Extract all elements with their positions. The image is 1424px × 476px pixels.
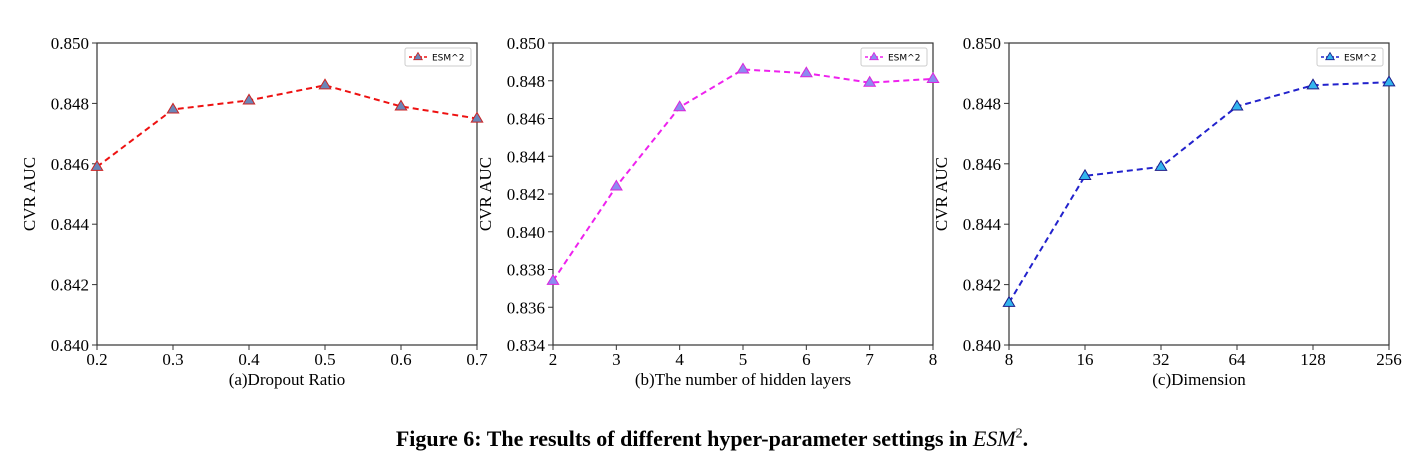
y-axis-label: CVR AUC xyxy=(476,157,495,231)
data-point-marker xyxy=(318,78,332,90)
plot-frame xyxy=(96,42,478,346)
y-tick-label: 0.850 xyxy=(963,34,1001,53)
data-point-marker xyxy=(90,159,104,171)
legend-box xyxy=(1316,47,1384,67)
y-tick-label: 0.840 xyxy=(963,336,1001,355)
data-point-marker xyxy=(609,179,623,191)
caption-superscript: 2 xyxy=(1015,426,1023,442)
data-point-marker xyxy=(1002,295,1016,307)
data-point-marker xyxy=(736,62,750,74)
data-point-marker xyxy=(1154,159,1168,171)
y-tick-label: 0.848 xyxy=(507,72,545,91)
y-tick-label: 0.842 xyxy=(963,276,1001,295)
y-tick-label: 0.848 xyxy=(51,94,89,113)
x-axis-label: (b)The number of hidden layers xyxy=(635,370,851,389)
y-tick-label: 0.840 xyxy=(507,223,545,242)
y-tick-label: 0.846 xyxy=(507,110,545,129)
y-tick-label: 0.846 xyxy=(963,155,1001,174)
y-tick-label: 0.838 xyxy=(507,261,545,280)
data-point-marker xyxy=(863,75,877,87)
legend-label: ESM^2 xyxy=(1344,54,1376,64)
series-line xyxy=(96,84,478,168)
x-tick-label: 3 xyxy=(612,350,621,369)
chart-panel-3: 0.840 0.842 0.844 0.846 0.848 0.850 8 16 32 64 128… xyxy=(932,34,1402,389)
x-tick-label: 0.2 xyxy=(86,350,107,369)
caption-suffix: . xyxy=(1022,426,1029,451)
plot-frame xyxy=(1008,42,1390,346)
x-tick-label: 6 xyxy=(802,350,811,369)
data-point-marker xyxy=(470,111,484,123)
data-point-marker xyxy=(242,93,256,105)
chart-panel-1: 0.840 0.842 0.844 0.846 0.848 0.850 0.2 0.3 0.4 0… xyxy=(20,34,488,389)
y-tick-label: 0.842 xyxy=(51,276,89,295)
data-point-marker xyxy=(546,273,560,285)
x-tick-label: 0.3 xyxy=(162,350,183,369)
data-point-marker xyxy=(1306,78,1320,90)
y-tick-label: 0.844 xyxy=(507,147,546,166)
data-point-marker xyxy=(673,100,687,112)
series-line xyxy=(552,68,934,282)
x-tick-label: 32 xyxy=(1153,350,1170,369)
legend-box xyxy=(860,47,928,67)
x-tick-label: 16 xyxy=(1077,350,1094,369)
x-tick-label: 7 xyxy=(865,350,874,369)
chart-panel-2: 0.834 0.836 0.838 0.840 0.842 0.844 0.846 0.848… xyxy=(476,34,940,389)
caption-prefix: Figure 6: The results of different hyper… xyxy=(395,426,973,451)
data-point-marker xyxy=(1382,75,1396,87)
data-point-marker xyxy=(926,71,940,83)
x-axis-label: (a)Dropout Ratio xyxy=(229,370,346,389)
legend-label: ESM^2 xyxy=(432,54,464,64)
y-tick-label: 0.840 xyxy=(51,336,89,355)
data-point-marker xyxy=(799,66,813,78)
x-axis-label: (c)Dimension xyxy=(1152,370,1246,389)
x-tick-label: 2 xyxy=(549,350,558,369)
plot-frame xyxy=(552,42,934,346)
x-tick-label: 5 xyxy=(739,350,748,369)
y-axis-label: CVR AUC xyxy=(20,157,39,231)
x-tick-label: 8 xyxy=(929,350,938,369)
x-tick-label: 0.4 xyxy=(238,350,260,369)
figure-caption: Figure 6: The results of different hyper… xyxy=(0,426,1424,452)
y-tick-label: 0.846 xyxy=(51,155,89,174)
caption-model: ESM xyxy=(972,426,1016,451)
legend-box xyxy=(404,47,472,67)
series-line xyxy=(1008,81,1390,304)
data-point-marker xyxy=(1078,168,1092,180)
x-tick-label: 64 xyxy=(1229,350,1247,369)
y-tick-label: 0.844 xyxy=(51,215,90,234)
y-tick-label: 0.842 xyxy=(507,185,545,204)
y-axis-label: CVR AUC xyxy=(932,157,951,231)
legend-marker-swatch xyxy=(869,51,879,61)
x-tick-label: 8 xyxy=(1005,350,1014,369)
y-tick-label: 0.850 xyxy=(507,34,545,53)
x-tick-label: 0.7 xyxy=(466,350,488,369)
y-tick-label: 0.850 xyxy=(51,34,89,53)
x-tick-label: 0.6 xyxy=(390,350,411,369)
data-point-marker xyxy=(166,102,180,114)
legend-label: ESM^2 xyxy=(888,54,920,64)
data-point-marker xyxy=(1230,99,1244,111)
x-tick-label: 0.5 xyxy=(314,350,335,369)
x-tick-label: 256 xyxy=(1376,350,1402,369)
y-tick-label: 0.848 xyxy=(963,94,1001,113)
y-tick-label: 0.844 xyxy=(963,215,1002,234)
data-point-marker xyxy=(394,99,408,111)
legend-marker-swatch xyxy=(413,51,423,61)
y-tick-label: 0.836 xyxy=(507,298,545,317)
y-tick-label: 0.834 xyxy=(507,336,546,355)
x-tick-label: 4 xyxy=(675,350,684,369)
legend-marker-swatch xyxy=(1325,51,1335,61)
x-tick-label: 128 xyxy=(1300,350,1326,369)
